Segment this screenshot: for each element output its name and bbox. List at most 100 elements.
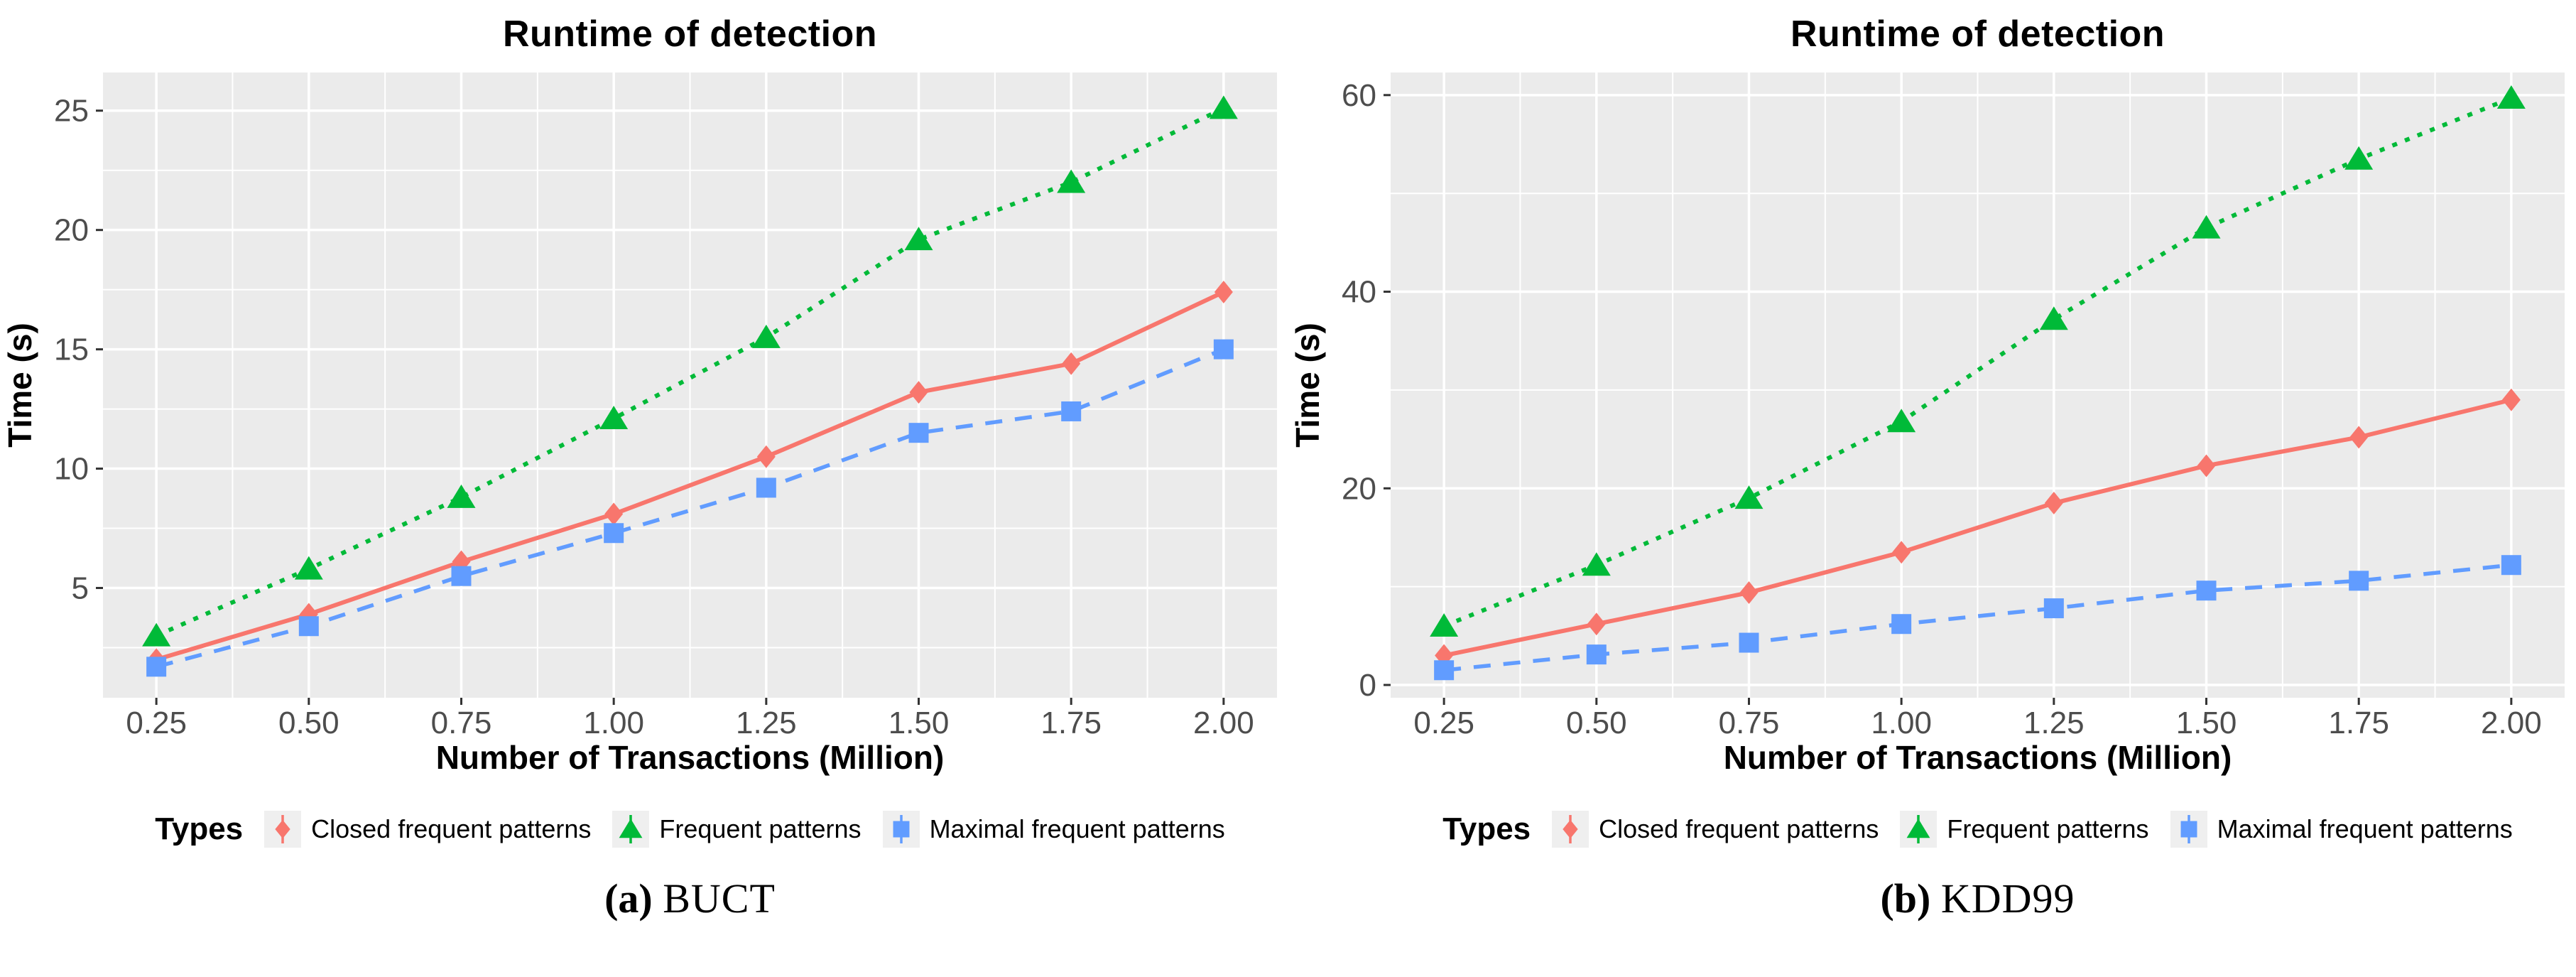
data-point-square (1891, 614, 1912, 635)
data-point-square (604, 523, 624, 544)
data-point-square (2043, 598, 2064, 619)
y-tick-label: 5 (72, 571, 89, 606)
data-point-triangle (1582, 552, 1611, 576)
data-point-square (908, 423, 929, 443)
data-point-diamond (1892, 541, 1911, 564)
data-point-square (451, 566, 472, 586)
legend-key-square-icon (2170, 811, 2207, 848)
legend-item-label: Maximal frequent patterns (929, 814, 1225, 844)
data-point-square (1586, 644, 1607, 665)
data-point-square (1434, 660, 1455, 681)
legend-a: Types Closed frequent patterns Frequent p… (103, 811, 1277, 848)
series-line-square (156, 347, 1224, 669)
data-point-diamond (2349, 426, 2369, 449)
series-line-diamond (156, 290, 1225, 662)
x-tick-label: 1.75 (1040, 706, 1102, 737)
x-tick-label: 0.50 (1566, 706, 1627, 737)
y-axis-title: Time (s) (1289, 323, 1326, 448)
plot-kdd99: 0.25 0.50 0.75 1.00 1.25 1.50 1.75 2.000204060 … (1289, 72, 2565, 737)
caption-tag: (a) (604, 875, 653, 922)
data-point-triangle (1057, 169, 1086, 193)
series-line-triangle (1443, 96, 2512, 628)
legend-item: Maximal frequent patterns (882, 811, 1225, 848)
y-tick-label: 60 (1342, 78, 1376, 113)
x-tick-label: 1.00 (583, 706, 644, 737)
data-point-square (1061, 401, 1082, 422)
data-point-diamond (1739, 581, 1759, 605)
data-point-triangle (1209, 95, 1238, 119)
y-axis-title: Time (s) (1, 323, 38, 448)
x-tick-label: 1.50 (2176, 706, 2237, 737)
figure-a: Runtime of detection 0.25 0.50 0.75 1.00 1.2… (0, 6, 1288, 922)
series-line-diamond (1443, 398, 2512, 658)
legend-item: Closed frequent patterns (264, 811, 591, 848)
data-point-triangle (751, 325, 781, 349)
legend-item: Frequent patterns (1900, 811, 2149, 848)
legend-title: Types (1442, 811, 1531, 847)
y-tick-label: 20 (54, 213, 89, 248)
data-point-square (2349, 571, 2369, 591)
data-point-diamond (2044, 492, 2063, 515)
data-point-triangle (2496, 85, 2526, 109)
data-point-square (893, 821, 910, 838)
x-tick-label: 0.25 (1413, 706, 1474, 737)
data-point-diamond (756, 445, 776, 468)
chart-title-text: Runtime of detection (502, 14, 878, 55)
data-point-square (146, 657, 167, 677)
chart-title-b: Runtime of detection (1391, 14, 2565, 55)
data-point-square (2501, 555, 2521, 576)
caption-name: BUCT (663, 875, 776, 922)
y-tick-label: 20 (1342, 471, 1376, 506)
caption-a: (a) BUCT (103, 875, 1277, 922)
figure-pair: Runtime of detection 0.25 0.50 0.75 1.00 1.2… (0, 6, 2575, 922)
data-point-triangle (142, 622, 171, 647)
data-point-triangle (2192, 215, 2221, 239)
data-point-triangle (904, 227, 933, 251)
legend-key-triangle-icon (1900, 811, 1938, 848)
legend-item-label: Frequent patterns (1947, 814, 2149, 844)
x-tick-label: 0.75 (1719, 706, 1780, 737)
x-axis-title: Number of Transactions (Million) (435, 739, 945, 777)
data-point-square (756, 477, 776, 498)
legend-item-label: Maximal frequent patterns (2217, 814, 2513, 844)
x-tick-label: 2.00 (1193, 706, 1254, 737)
legend-key-square-icon (882, 811, 920, 848)
chart-title-a: Runtime of detection (103, 14, 1277, 55)
x-axis-title: Number of Transactions (Million) (1723, 739, 2232, 777)
x-tick-label: 0.75 (431, 706, 492, 737)
x-tick-label: 1.75 (2328, 706, 2389, 737)
legend-key-diamond-icon (1552, 811, 1589, 848)
legend-item-label: Closed frequent patterns (311, 814, 592, 844)
data-point-triangle (619, 819, 643, 838)
x-tick-label: 0.50 (278, 706, 339, 737)
data-point-diamond (1062, 352, 1081, 375)
x-tick-label: 0.25 (126, 706, 187, 737)
data-point-diamond (2197, 454, 2216, 477)
figure-b: Runtime of detection 0.25 0.50 0.75 1.00 1.2… (1288, 6, 2575, 922)
data-point-triangle (1906, 819, 1930, 838)
caption-b: (b) KDD99 (1391, 875, 2565, 922)
data-point-square (1739, 632, 1759, 653)
data-point-triangle (2344, 146, 2374, 170)
legend-item: Maximal frequent patterns (2170, 811, 2513, 848)
y-tick-label: 25 (54, 94, 89, 129)
data-point-square (2180, 821, 2197, 838)
data-point-triangle (2039, 306, 2068, 330)
data-point-triangle (1887, 409, 1916, 433)
x-tick-label: 1.25 (2023, 706, 2085, 737)
data-point-triangle (447, 485, 476, 509)
legend-item: Frequent patterns (612, 811, 862, 848)
plot-buct: 0.25 0.50 0.75 1.00 1.25 1.50 1.75 2.00 5 10 15 20 2… (1, 72, 1277, 737)
chart-title-text: Runtime of detection (1790, 14, 2165, 55)
caption-tag: (b) (1880, 875, 1931, 922)
data-point-square (298, 616, 319, 637)
legend-key-diamond-icon (264, 811, 302, 848)
caption-name: KDD99 (1940, 875, 2075, 922)
x-tick-label: 1.00 (1871, 706, 1932, 737)
data-point-diamond (1214, 281, 1233, 304)
legend-item-label: Closed frequent patterns (1599, 814, 1879, 844)
data-point-triangle (1734, 485, 1763, 509)
y-tick-label: 40 (1342, 275, 1376, 310)
data-point-triangle (1430, 613, 1459, 637)
legend-b: Types Closed frequent patterns Frequent p… (1391, 811, 2565, 848)
